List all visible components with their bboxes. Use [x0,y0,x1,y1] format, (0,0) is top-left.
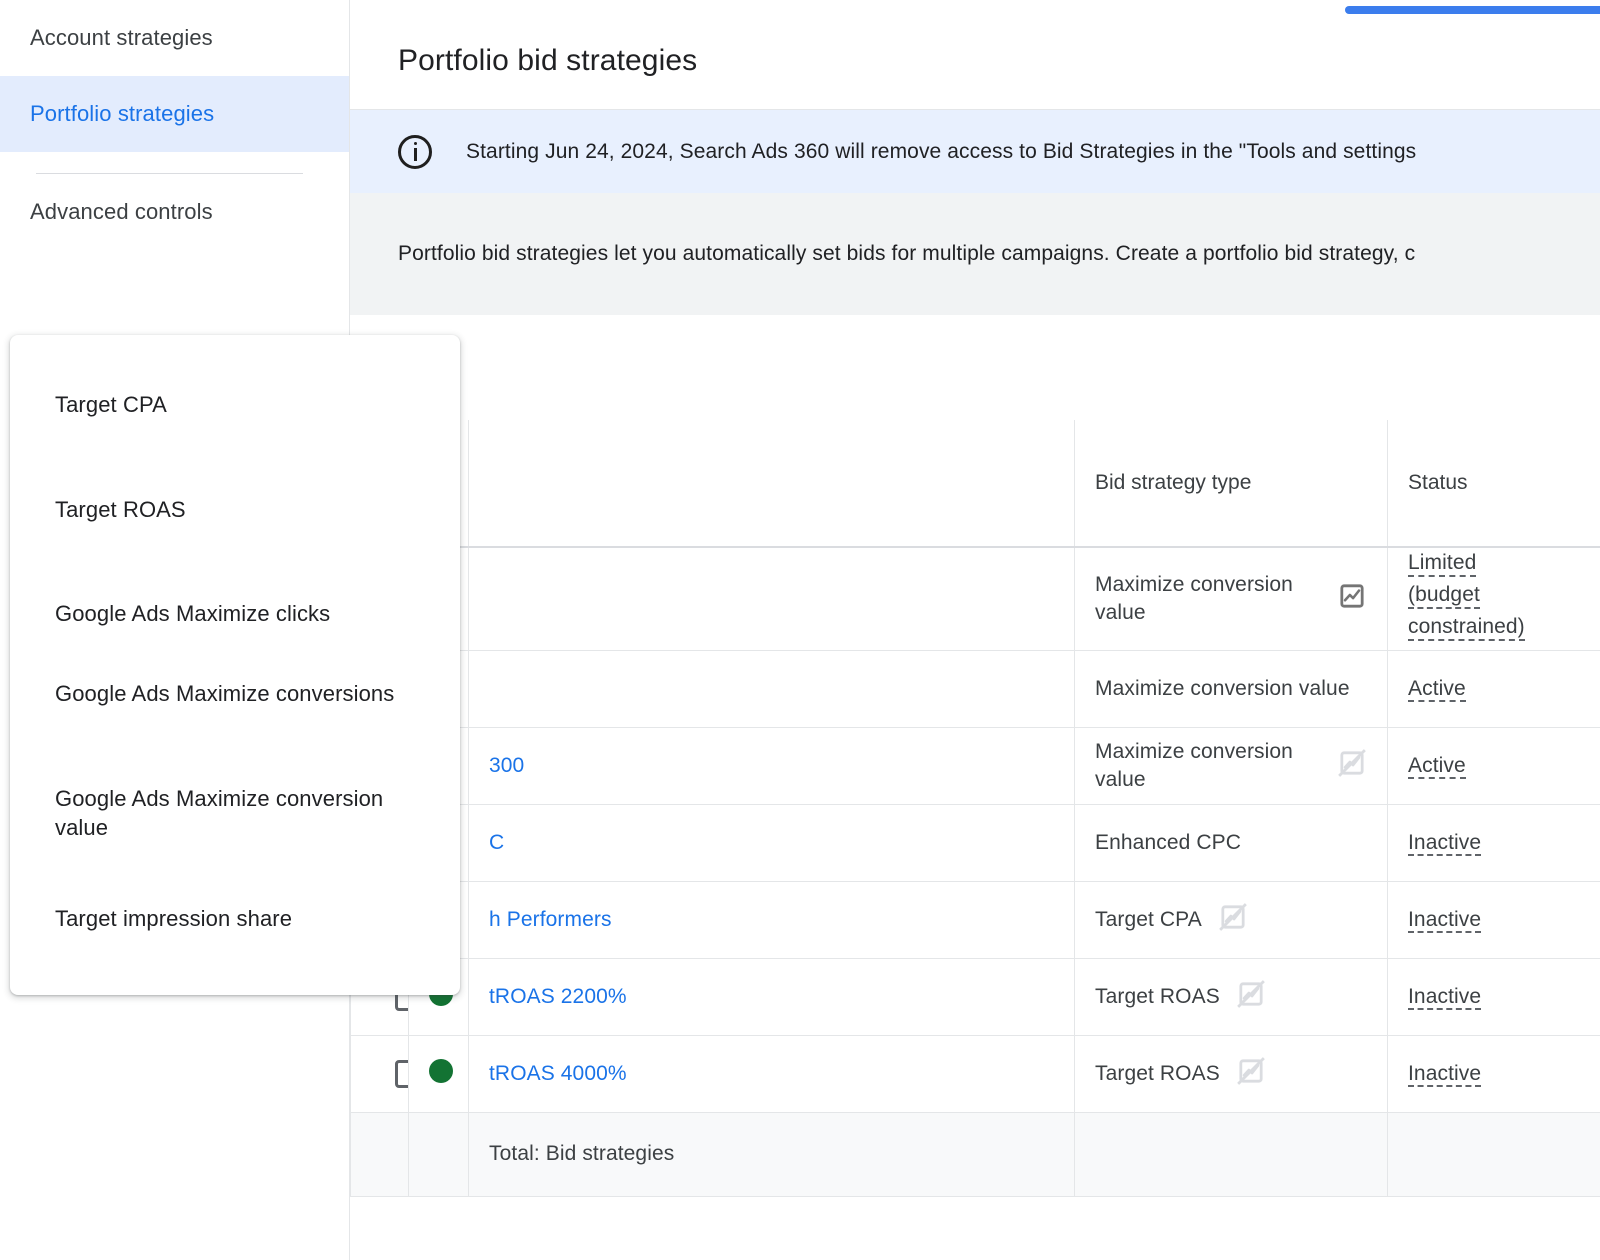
row-status-cell: Active [1387,727,1600,805]
dropdown-item-target-roas[interactable]: Target ROAS [55,496,436,525]
dropdown-item-target-cpa[interactable]: Target CPA [55,391,436,420]
dropdown-item-google-ads-maximize-conversions[interactable]: Google Ads Maximize conversions [55,680,436,709]
total-spacer-cell [350,1112,409,1197]
table-body: Maximize conversion value Limited (budget… [350,547,1600,1197]
row-bid-strategy-type-cell: Maximize conversion value [1074,547,1388,651]
table-row[interactable]: tROAS 4000% Target ROAS Inactive [350,1035,1600,1113]
strategy-name-link[interactable]: h Performers [489,907,612,931]
column-header-name[interactable] [468,420,1075,548]
row-status-dot-cell [408,1035,469,1113]
bid-strategy-type-label: Maximize conversion value [1095,573,1293,624]
main-content: Portfolio bid strategies Starting Jun 24… [350,0,1600,1260]
table-row[interactable]: Maximize conversion value Limited (budget… [350,547,1600,651]
chart-icon[interactable] [1218,902,1248,938]
bid-strategy-type-dropdown[interactable]: Target CPA Target ROAS Google Ads Maximize… [10,335,460,995]
table-row[interactable]: h Performers Target CPA Inactive [350,881,1600,959]
info-banner: Starting Jun 24, 2024, Search Ads 360 wi… [350,110,1600,193]
sidebar-item-label: Account strategies [30,25,213,50]
chart-icon[interactable] [1236,1056,1266,1092]
row-status-cell: Inactive [1387,881,1600,959]
sidebar-item-portfolio-strategies[interactable]: Portfolio strategies [0,76,349,152]
status-badge[interactable]: Limited (budget constrained) [1408,551,1580,641]
sidebar-item-advanced-controls[interactable]: Advanced controls [0,174,349,250]
total-status-cell [1387,1112,1600,1197]
status-dot-icon [429,1058,453,1083]
dropdown-item-google-ads-maximize-conversion-value[interactable]: Google Ads Maximize conversion value [55,785,436,842]
table-row[interactable]: Maximize conversion value Active [350,650,1600,728]
page-header: Portfolio bid strategies [350,0,1600,110]
description-strip: Portfolio bid strategies let you automat… [350,193,1600,315]
row-name-cell[interactable]: C [468,804,1075,882]
dropdown-item-label: Target CPA [55,392,167,417]
row-bid-strategy-type-cell: Target ROAS [1074,958,1388,1036]
row-status-cell: Inactive [1387,958,1600,1036]
table-row[interactable]: tROAS 2200% Target ROAS Inactive [350,958,1600,1036]
bid-strategy-type-label: Enhanced CPC [1095,830,1241,854]
status-badge[interactable]: Inactive [1408,907,1482,933]
status-badge[interactable]: Active [1408,676,1466,702]
strategy-name-link[interactable]: C [489,830,505,854]
row-status-cell: Inactive [1387,1035,1600,1113]
sidebar-item-account-strategies[interactable]: Account strategies [0,0,349,76]
chart-icon[interactable] [1337,581,1367,617]
row-bid-strategy-type-cell: Target CPA [1074,881,1388,959]
status-badge[interactable]: Inactive [1408,1061,1482,1087]
bid-strategy-type-label: Target ROAS [1095,984,1220,1008]
row-name-cell[interactable]: 300 [468,727,1075,805]
sidebar-item-label: Portfolio strategies [30,101,215,126]
chart-icon[interactable] [1236,979,1266,1015]
row-name-cell[interactable]: tROAS 4000% [468,1035,1075,1113]
table-total-row: Total: Bid strategies [350,1112,1600,1197]
bid-strategy-type-label: Target CPA [1095,907,1202,931]
status-badge[interactable]: Active [1408,753,1466,779]
bid-strategy-type-label: Target ROAS [1095,1061,1220,1085]
total-spacer-cell [408,1112,469,1197]
sidebar-item-label: Advanced controls [30,199,213,224]
table-header: Bid strategy type Status [350,420,1600,548]
row-bid-strategy-type-cell: Maximize conversion value [1074,650,1388,728]
row-checkbox-cell[interactable] [350,1035,423,1113]
row-status-cell: Active [1387,650,1600,728]
column-header-status[interactable]: Status [1387,420,1600,548]
info-banner-text: Starting Jun 24, 2024, Search Ads 360 wi… [466,139,1417,163]
total-type-cell [1074,1112,1388,1197]
row-name-cell[interactable]: tROAS 2200% [468,958,1075,1036]
dropdown-item-label: Google Ads Maximize conversions [55,681,395,706]
table-row[interactable]: 300 Maximize conversion value Active [350,727,1600,805]
description-text: Portfolio bid strategies let you automat… [398,242,1416,265]
strategy-name-link[interactable]: tROAS 4000% [489,1061,627,1085]
row-bid-strategy-type-cell: Target ROAS [1074,1035,1388,1113]
sidebar-divider [36,173,303,174]
row-name-cell[interactable]: h Performers [468,881,1075,959]
bid-strategy-type-label: Maximize conversion value [1095,740,1293,791]
row-status-cell: Inactive [1387,804,1600,882]
toolbar-spacer [350,315,1600,420]
primary-action-bar[interactable] [1345,6,1600,14]
row-bid-strategy-type-cell: Enhanced CPC [1074,804,1388,882]
table-row[interactable]: C Enhanced CPC Inactive [350,804,1600,882]
row-name-cell[interactable] [468,650,1075,728]
strategy-name-link[interactable]: 300 [489,753,525,777]
dropdown-item-label: Target ROAS [55,497,186,522]
dropdown-item-label: Google Ads Maximize conversion value [55,786,384,840]
strategy-name-link[interactable]: tROAS 2200% [489,984,627,1008]
bid-strategies-table: Bid strategy type Status Maximize conver… [350,420,1600,1197]
status-badge[interactable]: Inactive [1408,984,1482,1010]
status-badge[interactable]: Inactive [1408,830,1482,856]
row-bid-strategy-type-cell: Maximize conversion value [1074,727,1388,805]
row-name-cell[interactable] [468,547,1075,651]
info-icon [398,134,432,169]
bid-strategy-type-label: Maximize conversion value [1095,676,1350,700]
dropdown-item-target-impression-share[interactable]: Target impression share [55,905,436,934]
row-status-cell: Limited (budget constrained) [1387,547,1600,651]
total-label-cell: Total: Bid strategies [468,1112,1075,1197]
page-title: Portfolio bid strategies [398,44,698,77]
dropdown-item-google-ads-maximize-clicks[interactable]: Google Ads Maximize clicks [55,600,436,629]
table-header-row: Bid strategy type Status [350,420,1600,548]
dropdown-item-label: Target impression share [55,906,293,931]
chart-icon[interactable] [1337,748,1367,784]
dropdown-item-label: Google Ads Maximize clicks [55,601,331,626]
column-header-bid-strategy-type[interactable]: Bid strategy type [1074,420,1388,548]
